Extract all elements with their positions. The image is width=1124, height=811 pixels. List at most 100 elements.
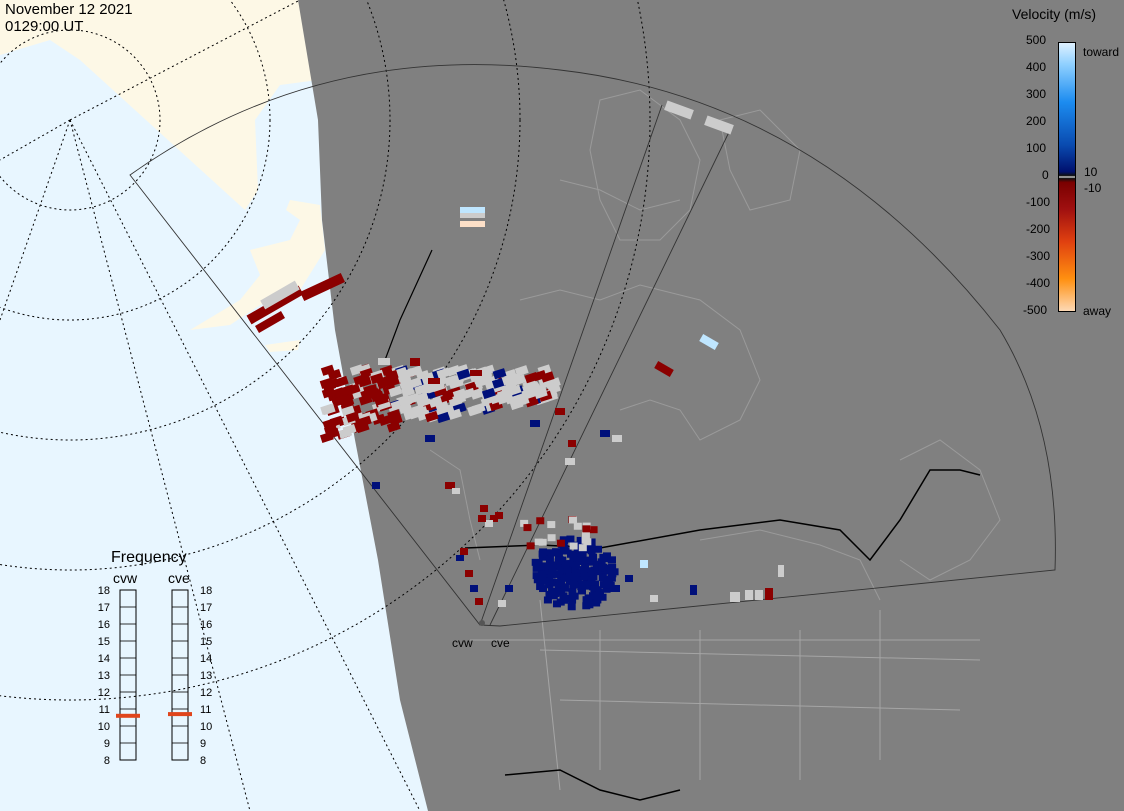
frequency-tick-label: 8: [104, 755, 110, 767]
velocity-cell: [532, 572, 541, 580]
velocity-cell: [593, 566, 602, 574]
velocity-cell: [604, 581, 613, 589]
velocity-cell: [587, 547, 596, 555]
velocity-cell: [556, 539, 565, 547]
velocity-cell: [566, 535, 575, 543]
velocity-cell: [594, 545, 603, 553]
velocity-cell: [581, 561, 590, 569]
velocity-cell: [568, 440, 576, 447]
velocity-cell: [523, 524, 532, 532]
velocity-cell: [571, 569, 580, 577]
velocity-cell: [755, 590, 763, 600]
alaska-border: [384, 249, 433, 361]
velocity-cell: [475, 598, 483, 605]
frequency-indicator-cve: [168, 712, 192, 717]
velocity-cell: [436, 367, 451, 379]
velocity-cell: [548, 566, 557, 574]
velocity-cell: [588, 592, 597, 600]
velocity-cell: [541, 577, 550, 585]
velocity-cell: [388, 385, 403, 398]
velocity-cell: [478, 515, 486, 522]
night-region: [298, 0, 1124, 811]
velocity-cell: [526, 542, 535, 550]
velocity-cell: [569, 542, 578, 550]
velocity-cell: [565, 458, 575, 465]
velocity-cell: [547, 534, 556, 542]
velocity-cell: [414, 392, 429, 404]
velocity-cell: [341, 384, 355, 396]
velocity-cell: [559, 592, 568, 600]
alaska-peninsula: [190, 200, 325, 330]
velocity-cell: [576, 536, 585, 544]
velocity-cell: [491, 377, 506, 389]
velocity-cell: [765, 588, 773, 600]
velocity-cell: [555, 579, 564, 587]
velocity-cell: [538, 570, 547, 578]
timestamp: November 12 2021 0129:00 UT: [5, 1, 133, 35]
frequency-tick-label: 13: [98, 670, 110, 682]
velocity-cell: [524, 396, 539, 408]
velocity-cell: [326, 427, 340, 440]
frequency-tick-label: 9: [104, 738, 110, 750]
velocity-cell: [495, 512, 503, 519]
velocity-cell: [498, 600, 506, 607]
colorbar-tick-label: -500: [1023, 303, 1048, 317]
velocity-cell: [568, 565, 577, 573]
velocity-cell: [401, 385, 415, 398]
velocity-cell: [578, 557, 587, 565]
velocity-cell: [552, 549, 561, 557]
frequency-tick-label: 8: [200, 755, 206, 767]
velocity-cell: [585, 601, 594, 609]
velocity-cell: [586, 569, 595, 577]
velocity-cell: [598, 563, 607, 571]
velocity-cell: [475, 375, 490, 387]
frequency-tick-label: 12: [98, 687, 110, 699]
colorbar-tick-label: 200: [1026, 114, 1047, 128]
velocity-cell: [579, 566, 588, 574]
velocity-cell: [540, 371, 555, 383]
velocity-cell: [581, 582, 590, 590]
velocity-cell: [569, 555, 578, 563]
frequency-tick-label: 17: [98, 602, 110, 614]
velocity-cell: [501, 374, 516, 386]
frequency-tick-label: 12: [200, 687, 212, 699]
velocity-cell: [573, 554, 582, 562]
velocity-cell: [589, 526, 598, 534]
colorbar-tick-label: 100: [1026, 141, 1047, 155]
velocity-cell: [583, 538, 592, 546]
frequency-tick-label: 15: [98, 636, 110, 648]
velocity-cell: [558, 566, 567, 574]
velocity-cell: [640, 560, 648, 568]
colorbar-tick-label: 0: [1042, 168, 1049, 182]
political-boundaries: [470, 599, 981, 791]
velocity-cell: [730, 592, 740, 602]
velocity-cell: [608, 563, 617, 571]
velocity-cell: [357, 415, 372, 427]
velocity-cell: [424, 410, 439, 423]
velocity-cell: [260, 280, 300, 310]
velocity-cell: [456, 368, 471, 380]
velocity-cell: [452, 388, 467, 400]
velocity-cell: [568, 516, 577, 524]
colorbar-tick-label: 500: [1026, 33, 1047, 47]
velocity-cell: [364, 384, 379, 396]
velocity-cell: [480, 505, 488, 512]
velocity-cell: [533, 387, 548, 400]
velocity-cell: [299, 272, 346, 302]
velocity-cell: [584, 594, 593, 602]
timestamp-date: November 12 2021: [5, 1, 133, 18]
frequency-radar-cve: cve: [168, 570, 190, 586]
velocity-cell: [654, 361, 674, 377]
velocity-cell: [524, 371, 539, 384]
velocity-cell: [595, 590, 604, 598]
velocity-cell: [556, 557, 565, 565]
frequency-panel: 18 17 16 15 14 13 12 11 10 9 8 18 17 16 15 14 13 12 11 10 9 8: [98, 585, 213, 767]
velocity-cell: [564, 594, 573, 602]
velocity-cell: [388, 414, 403, 426]
velocity-cell: [358, 394, 373, 406]
colorbar-tick-label: 10: [1084, 165, 1098, 179]
colorbar-tick-label: -400: [1026, 276, 1051, 290]
colorbar-away-label: away: [1083, 304, 1112, 318]
velocity-cell: [496, 393, 511, 405]
velocity-cell: [445, 482, 455, 489]
